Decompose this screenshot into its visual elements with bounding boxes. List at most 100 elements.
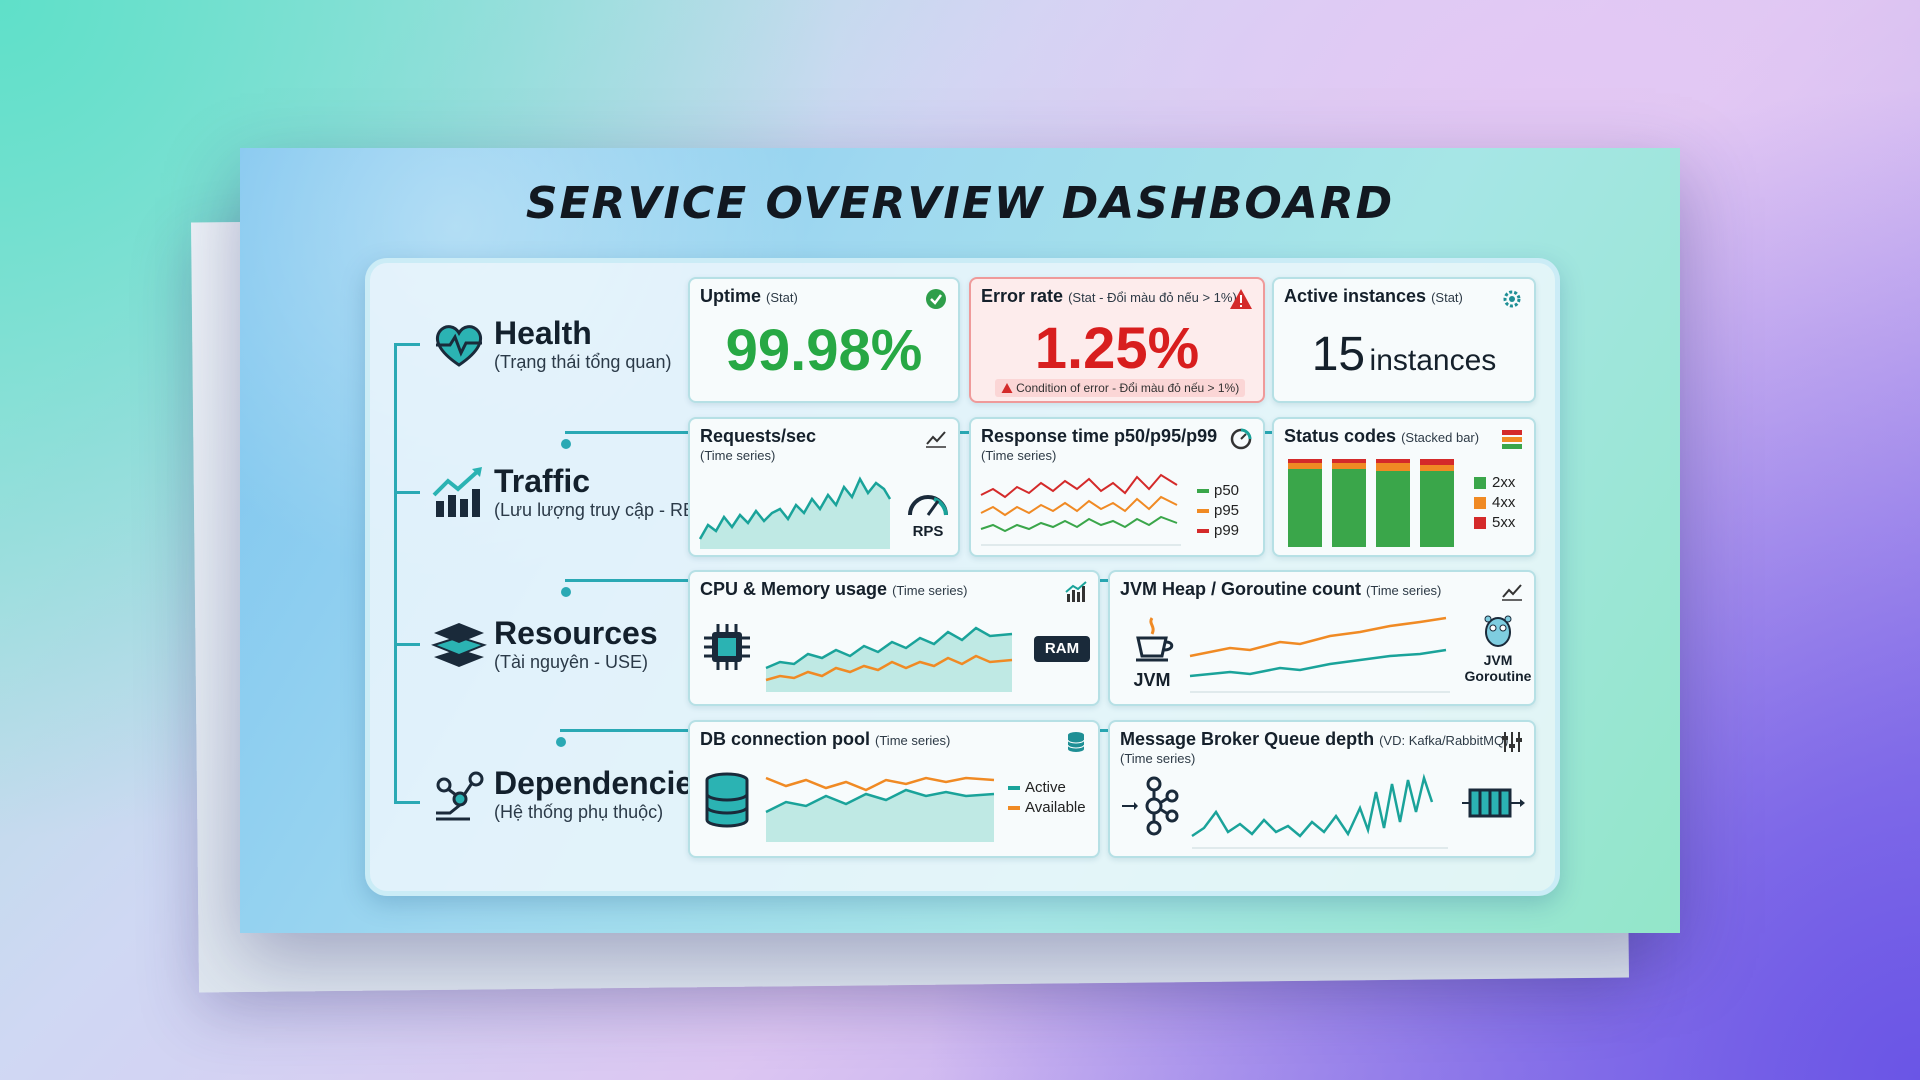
connector-dot — [561, 587, 571, 597]
instances-title: Active instances — [1284, 286, 1427, 306]
category-name: Traffic — [494, 463, 591, 499]
panel-title: CPU & Memory usage (Time series) — [700, 579, 967, 600]
legend-label: 2xx — [1492, 474, 1516, 491]
panel-title: JVM Heap / Goroutine count (Time series) — [1120, 579, 1441, 600]
instances-tag: (Stat) — [1431, 290, 1463, 305]
requests-subtitle: (Time series) — [700, 448, 776, 463]
status-bar — [1288, 459, 1322, 547]
legend-item: Available — [1008, 798, 1086, 818]
category-resources[interactable]: Resources (Tài nguyên - USE) — [430, 615, 658, 673]
warning-icon — [1001, 383, 1013, 393]
legend-label: Available — [1025, 799, 1086, 816]
category-name: Health — [494, 315, 592, 351]
gauge-icon — [1230, 428, 1252, 450]
ram-label: RAM — [1044, 640, 1080, 657]
category-subtitle: (Lưu lượng truy cập - RED) — [494, 500, 714, 520]
category-health[interactable]: Health (Trạng thái tổng quan) — [430, 315, 671, 373]
legend-label: p50 — [1214, 482, 1240, 499]
requests-panel[interactable]: Requests/sec (Time series) RPS — [688, 417, 960, 557]
rps-badge: RPS — [912, 523, 944, 540]
uptime-tag: (Stat) — [766, 290, 798, 305]
jvm-heap-panel[interactable]: JVM Heap / Goroutine count (Time series)… — [1108, 570, 1536, 706]
queue-icon — [1462, 788, 1525, 818]
tree-branch — [394, 343, 420, 346]
trending-bars-icon — [432, 467, 482, 517]
response-time-panel[interactable]: Response time p50/p95/p99 (Time series) … — [969, 417, 1265, 557]
goroutine-label: Goroutine — [1464, 668, 1532, 684]
status-codes-panel[interactable]: Status codes (Stacked bar) 2xx — [1272, 417, 1536, 557]
gopher-icon — [1484, 615, 1512, 647]
panel-title: Uptime (Stat) — [700, 286, 798, 307]
kafka-icon — [1122, 776, 1179, 836]
error-rate-value: 1.25% — [1034, 316, 1200, 381]
panel-title: DB connection pool (Time series) — [700, 729, 950, 750]
cpu-memory-panel[interactable]: CPU & Memory usage (Time series) — [688, 570, 1100, 706]
database-icon — [705, 772, 749, 828]
category-traffic[interactable]: Traffic (Lưu lượng truy cập - RED) — [430, 463, 714, 521]
legend-label: p95 — [1214, 502, 1240, 519]
status-bar — [1332, 459, 1366, 547]
network-nodes-icon — [436, 771, 484, 821]
connector-dot — [561, 439, 571, 449]
legend-item: p95 — [1197, 501, 1239, 521]
db-pool-sparkline — [765, 776, 995, 842]
category-subtitle: (Hệ thống phụ thuộc) — [494, 802, 664, 822]
status-title: Status codes — [1284, 426, 1397, 446]
instances-value: 15 — [1311, 328, 1366, 381]
legend-swatch — [1197, 509, 1209, 514]
legend-swatch — [1474, 497, 1486, 510]
sliders-icon — [1502, 732, 1522, 752]
tree-branch — [394, 801, 420, 804]
legend-item: 5xx — [1474, 513, 1515, 533]
category-dependencies[interactable]: Dependencies (Hệ thống phụ thuộc) — [430, 765, 711, 823]
message-broker-panel[interactable]: Message Broker Queue depth (VD: Kafka/Ra… — [1108, 720, 1536, 858]
legend-item: Active — [1008, 778, 1086, 798]
legend-swatch — [1474, 517, 1486, 530]
response-sparkline — [980, 473, 1181, 546]
response-title: Response time p50/p95/p99 — [981, 426, 1218, 446]
stacked-bars-icon — [1502, 430, 1522, 449]
panel-title: Message Broker Queue depth (VD: Kafka/Ra… — [1120, 729, 1508, 750]
error-condition-badge: Condition of error - Đổi màu đỏ nếu > 1%… — [995, 379, 1245, 397]
error-rate-panel[interactable]: Error rate (Stat - Đổi màu đỏ nếu > 1%) … — [969, 277, 1265, 403]
ram-badge: RAM — [1034, 636, 1090, 662]
panel-title: Active instances (Stat) — [1284, 286, 1463, 307]
legend-item: 4xx — [1474, 493, 1515, 513]
instances-stat: 15 instances — [1274, 327, 1534, 382]
requests-title: Requests/sec — [700, 426, 817, 446]
legend-label: 5xx — [1492, 514, 1516, 531]
layers-icon — [431, 623, 487, 667]
legend-swatch — [1197, 529, 1209, 534]
warning-icon — [1230, 289, 1252, 309]
panel-title: Status codes (Stacked bar) — [1284, 426, 1479, 447]
error-rate-title: Error rate — [981, 286, 1064, 306]
cpu-memory-sparkline — [765, 626, 1013, 692]
tree-branch — [394, 643, 420, 646]
jvm-title: JVM Heap / Goroutine count — [1120, 579, 1362, 599]
status-bar — [1376, 459, 1410, 547]
legend-swatch — [1008, 786, 1020, 791]
category-name: Resources — [494, 615, 658, 651]
error-rate-tag: (Stat - Đổi màu đỏ nếu > 1%) — [1068, 290, 1237, 305]
instances-panel[interactable]: Active instances (Stat) 15 instances — [1272, 277, 1536, 403]
dashboard-board: SERVICE OVERVIEW DASHBOARD Health (Trạng… — [240, 148, 1680, 933]
cpu-tag: (Time series) — [892, 583, 968, 598]
db-tag: (Time series) — [875, 733, 951, 748]
mq-title: Message Broker Queue depth — [1120, 729, 1375, 749]
response-subtitle: (Time series) — [981, 448, 1057, 463]
uptime-panel[interactable]: Uptime (Stat) 99.98% — [688, 277, 960, 403]
jvm-left-label: JVM — [1133, 670, 1171, 690]
status-tag: (Stacked bar) — [1401, 430, 1480, 445]
jvm-tag: (Time series) — [1366, 583, 1442, 598]
category-name: Dependencies — [494, 765, 711, 801]
legend-swatch — [1474, 477, 1486, 490]
db-pool-panel[interactable]: DB connection pool (Time series) Active … — [688, 720, 1100, 858]
panel-title: Error rate (Stat - Đổi màu đỏ nếu > 1%) — [981, 286, 1237, 307]
gear-icon — [1503, 290, 1521, 308]
response-legend: p50 p95 p99 — [1197, 481, 1239, 541]
error-condition-text: Condition of error - Đổi màu đỏ nếu > 1%… — [1016, 381, 1240, 395]
jvm-right-labels: JVM Goroutine — [1460, 652, 1536, 684]
mq-tag: (VD: Kafka/RabbitMQ) — [1379, 733, 1509, 748]
category-subtitle: (Tài nguyên - USE) — [494, 652, 649, 672]
legend-swatch — [1008, 806, 1020, 811]
